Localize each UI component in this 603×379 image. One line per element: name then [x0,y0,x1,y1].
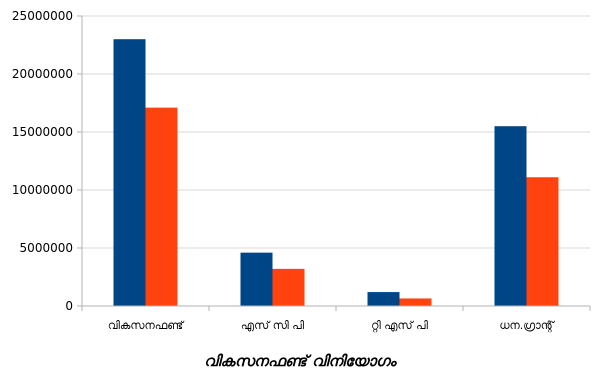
bar-series2-cat3 [399,298,432,306]
bar-series1-cat2 [240,252,273,306]
bar-series1-cat1 [113,39,146,306]
y-tick-label: 15000000 [12,125,73,139]
x-category-labels: വികസനഫണ്ട് എസ് സി പി റ്റി എസ് പി ധന.ഗ്രാന്റ… [108,319,556,333]
bar-series2-cat2 [272,268,305,306]
x-axis-title: വികസനഫണ്ട് വിനിയോഗം [204,352,398,370]
bar-series1-cat4 [494,126,527,306]
y-tick-label: 10000000 [12,183,73,197]
bar-series2-cat1 [145,107,178,306]
y-tick-label: 5000000 [20,241,73,255]
x-category-label: എസ് സി പി [241,319,305,332]
axes [77,15,591,311]
bars [113,39,559,306]
x-category-label: വികസനഫണ്ട് [108,319,185,332]
y-tick-label: 20000000 [12,67,73,81]
bar-series1-cat3 [367,292,400,306]
x-category-label: ധന.ഗ്രാന്റ് [499,319,555,333]
y-tick-label: 25000000 [12,9,73,23]
y-tick-label: 0 [65,299,73,313]
bar-series2-cat4 [526,177,559,306]
x-category-label: റ്റി എസ് പി [371,319,428,333]
y-tick-labels: 0 5000000 10000000 15000000 20000000 25000000 [12,9,73,313]
